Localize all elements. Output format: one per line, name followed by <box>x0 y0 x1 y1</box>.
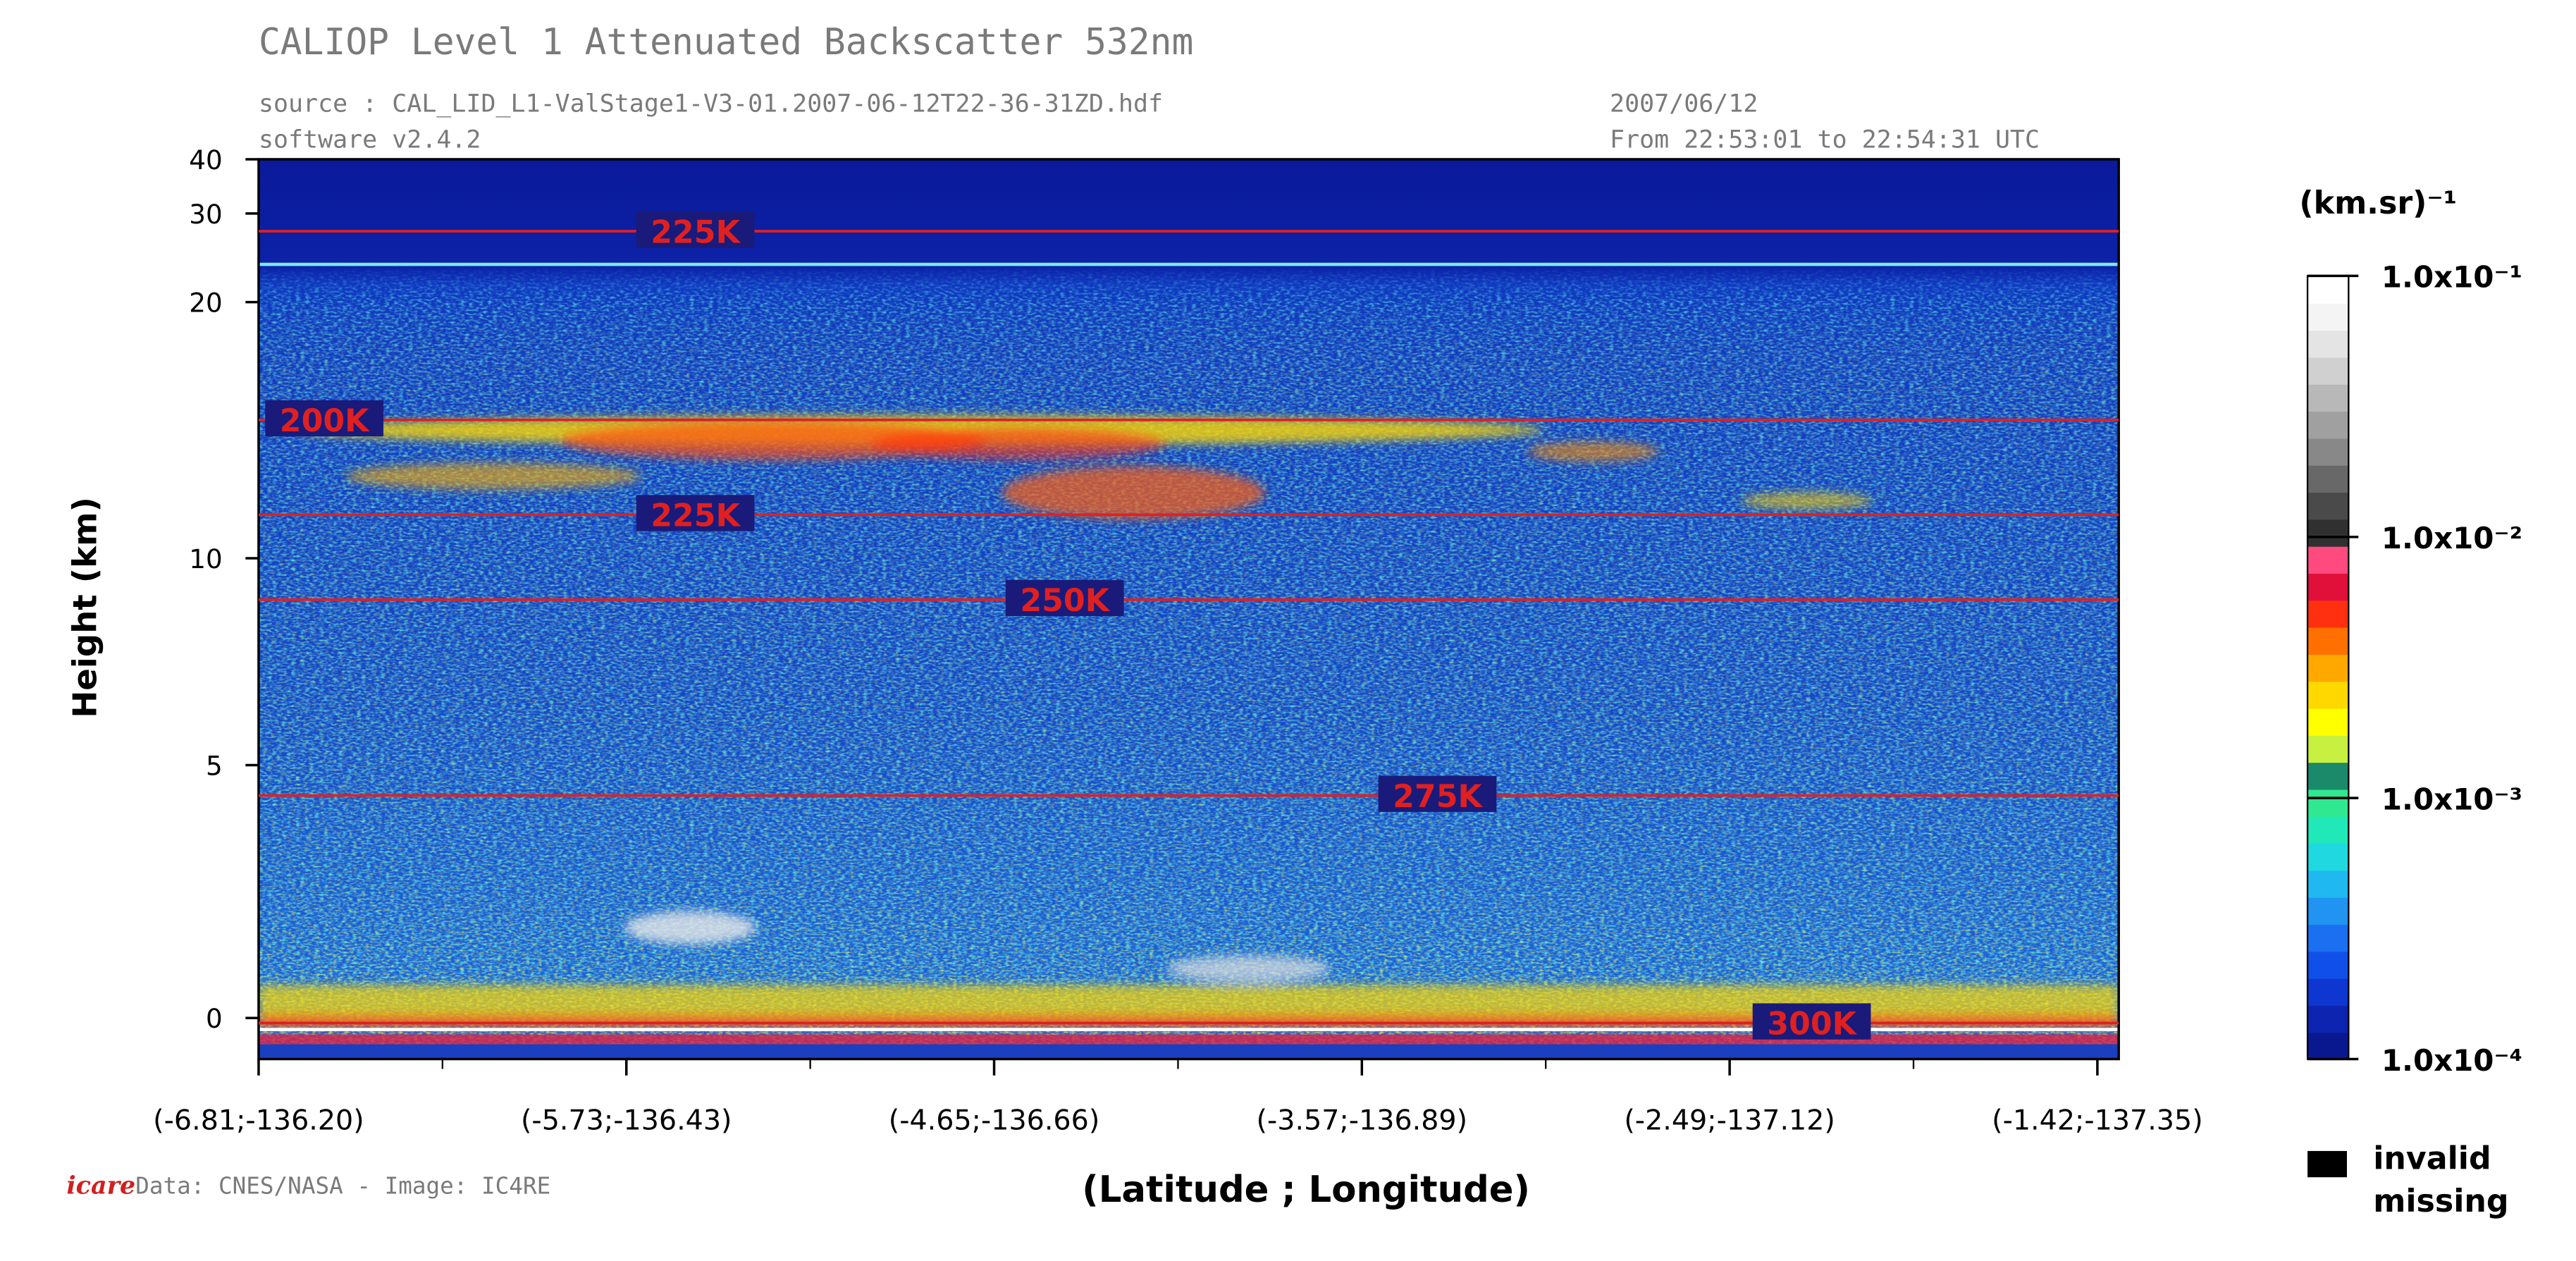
y-tick-label: 40 <box>189 144 222 176</box>
time-range: From 22:53:01 to 22:54:31 UTC <box>1610 126 2040 154</box>
colorbar-swatch <box>2307 923 2349 952</box>
y-tick-label: 5 <box>206 750 223 781</box>
plot-frame <box>257 158 2120 1061</box>
y-tick-label: 30 <box>189 199 222 230</box>
y-tick-label: 0 <box>206 1003 223 1034</box>
colorbar-swatch <box>2307 978 2349 1007</box>
colorbar-swatch <box>2307 491 2349 520</box>
x-tick-label: (-5.73;-136.43) <box>521 1105 732 1137</box>
colorbar-tick-label: 1.0x10⁻³ <box>2381 782 2522 816</box>
date: 2007/06/12 <box>1610 90 1758 118</box>
colorbar-swatch <box>2307 1004 2349 1033</box>
colorbar-swatch <box>2307 734 2349 763</box>
isotherm-label-bg <box>1752 1003 1871 1040</box>
isotherm-label-bg <box>1378 775 1497 812</box>
backscatter-field <box>258 159 2119 1059</box>
isotherm-label: 200K <box>280 403 370 439</box>
colorbar-swatch <box>2307 357 2349 385</box>
legend-label: invalid <box>2373 1141 2491 1177</box>
logo: icare <box>66 1171 135 1200</box>
colorbar-swatch <box>2307 383 2349 412</box>
colorbar-title: (km.sr)⁻¹ <box>2299 185 2457 221</box>
isotherm-label-bg <box>636 211 755 248</box>
colorbar-swatch <box>2307 572 2349 601</box>
colorbar-swatch <box>2307 410 2349 439</box>
colorbar-swatch <box>2307 681 2349 709</box>
x-tick-label: (-4.65;-136.66) <box>889 1105 1100 1137</box>
isotherm-label: 250K <box>1020 583 1110 619</box>
colorbar-swatch <box>2307 546 2349 574</box>
y-tick-label: 10 <box>189 543 222 574</box>
colorbar-swatch <box>2307 816 2349 844</box>
x-tick-label: (-1.42;-137.35) <box>1992 1105 2203 1137</box>
legend-label: missing <box>2373 1183 2508 1219</box>
colorbar-swatch <box>2307 465 2349 493</box>
isotherm-label: 225K <box>651 214 741 250</box>
x-tick-label: (-3.57;-136.89) <box>1257 1105 1468 1137</box>
colorbar-tick-label: 1.0x10⁻² <box>2381 521 2522 555</box>
isotherm-label-bg <box>1005 579 1124 617</box>
colorbar-swatch <box>2307 789 2349 817</box>
colorbar-tick-label: 1.0x10⁻¹ <box>2381 260 2522 295</box>
chart-title: CALIOP Level 1 Attenuated Backscatter 53… <box>259 21 1193 63</box>
colorbar-swatch <box>2307 870 2349 898</box>
colorbar-swatch <box>2307 762 2349 790</box>
colorbar-swatch <box>2307 519 2349 547</box>
y-tick-label: 20 <box>189 288 222 319</box>
isotherm-label: 225K <box>651 498 741 534</box>
isotherm-label-bg <box>265 400 383 437</box>
isotherm-label: 300K <box>1767 1007 1857 1042</box>
colorbar-swatch <box>2307 951 2349 979</box>
colorbar-swatch <box>2307 627 2349 655</box>
colorbar-swatch <box>2307 276 2349 304</box>
colorbar-swatch <box>2307 897 2349 925</box>
colorbar-swatch <box>2307 302 2349 331</box>
colorbar-swatch <box>2307 438 2349 466</box>
isotherm-label: 275K <box>1393 779 1483 815</box>
credit: Data: CNES/NASA - Image: IC4RE <box>135 1172 550 1199</box>
isotherm-label-bg <box>636 495 755 531</box>
x-tick-label: (-2.49;-137.12) <box>1624 1105 1835 1137</box>
software: software v2.4.2 <box>259 126 481 154</box>
colorbar-swatch <box>2307 1032 2349 1060</box>
y-axis-title: Height (km) <box>66 497 104 718</box>
source: source : CAL_LID_L1-ValStage1-V3-01.2007… <box>259 90 1163 118</box>
colorbar-swatch <box>2307 329 2349 358</box>
colorbar-swatch <box>2307 653 2349 682</box>
colorbar-swatch <box>2307 600 2349 628</box>
x-axis-title: (Latitude ; Longitude) <box>1082 1169 1530 1211</box>
x-tick-label: (-6.81;-136.20) <box>153 1105 364 1137</box>
colorbar-swatch <box>2307 708 2349 736</box>
colorbar-tick-label: 1.0x10⁻⁴ <box>2381 1043 2522 1078</box>
legend-swatch <box>2307 1150 2347 1178</box>
colorbar-swatch <box>2307 842 2349 871</box>
